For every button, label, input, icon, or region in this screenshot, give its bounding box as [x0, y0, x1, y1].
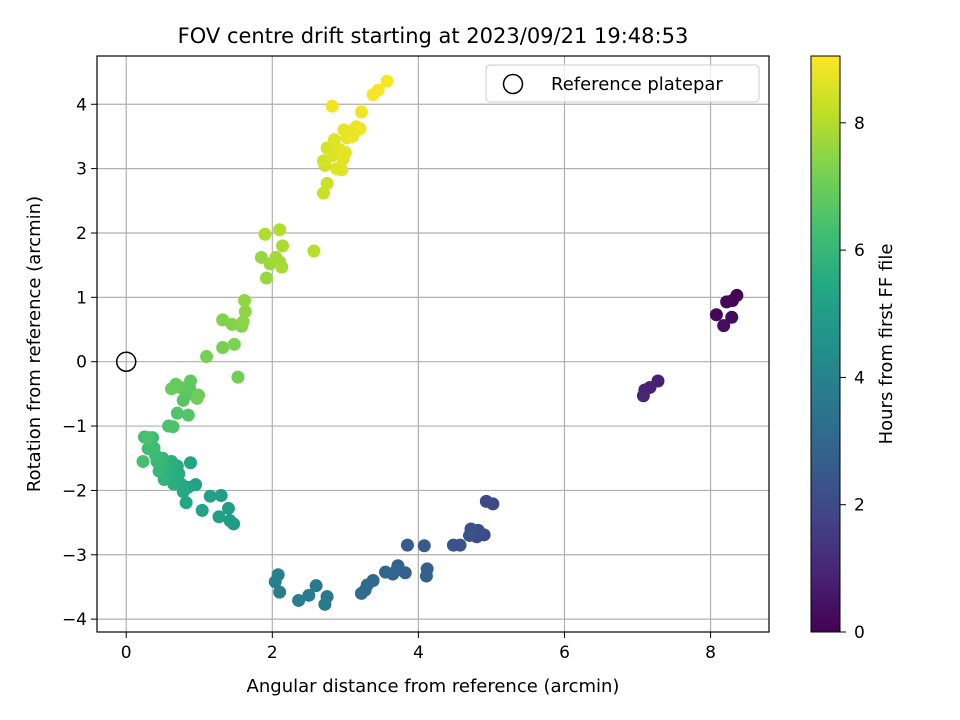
- y-tick-label: 3: [76, 160, 87, 180]
- colorbar-tick-label: 6: [854, 241, 865, 261]
- data-point: [183, 374, 197, 388]
- y-tick-label: 0: [76, 353, 87, 373]
- data-point: [463, 528, 477, 542]
- data-point: [354, 586, 368, 600]
- data-point: [216, 341, 230, 355]
- data-point: [302, 588, 316, 602]
- data-point: [181, 408, 195, 422]
- chart-title: FOV centre drift starting at 2023/09/21 …: [178, 24, 689, 48]
- grid: [97, 56, 769, 632]
- x-axis-label: Angular distance from reference (arcmin): [247, 676, 620, 697]
- data-point: [179, 496, 193, 510]
- data-point: [709, 308, 723, 322]
- colorbar-label: Hours from first FF file: [876, 244, 897, 445]
- data-point: [259, 271, 273, 285]
- data-point: [190, 391, 204, 405]
- data-point: [238, 294, 252, 308]
- data-point: [307, 244, 321, 258]
- y-tick-label: −2: [62, 481, 87, 501]
- y-tick-label: −1: [62, 417, 87, 437]
- data-point: [165, 382, 179, 396]
- y-axis-label: Rotation from reference (arcmin): [24, 196, 45, 492]
- data-point: [446, 538, 460, 552]
- x-tick-label: 0: [121, 643, 132, 663]
- data-point: [479, 494, 493, 508]
- data-point: [271, 568, 285, 582]
- colorbar: 0 2 4 6 8 Hours from first FF file: [810, 55, 897, 643]
- legend-marker: [502, 73, 524, 95]
- x-tick-label: 8: [705, 643, 716, 663]
- reference-marker: [115, 351, 137, 372]
- data-point: [141, 431, 155, 445]
- data-point: [141, 442, 155, 456]
- data-point: [417, 539, 431, 553]
- data-point: [327, 133, 341, 147]
- data-point: [338, 146, 352, 160]
- data-point: [183, 456, 197, 470]
- data-point: [273, 223, 287, 237]
- data-point: [309, 579, 323, 593]
- data-point: [195, 503, 209, 517]
- data-point: [353, 122, 367, 136]
- colorbar-tick-label: 8: [854, 114, 865, 134]
- reference-point: [115, 351, 137, 372]
- colorbar-tick-label: 0: [854, 623, 865, 643]
- y-tick-label: 2: [76, 224, 87, 244]
- data-point: [720, 295, 734, 309]
- data-point: [276, 239, 290, 253]
- data-point: [292, 593, 306, 607]
- y-axis-ticks: −4 −3 −2 −1 0 1 2 3 4: [62, 95, 97, 630]
- data-point: [273, 585, 287, 599]
- y-tick-label: 4: [76, 95, 87, 115]
- y-tick-label: −3: [62, 546, 87, 566]
- colorbar-ticks: 0 2 4 6 8: [840, 114, 865, 643]
- data-point: [636, 389, 650, 403]
- data-point: [258, 227, 272, 241]
- data-point: [236, 315, 250, 329]
- data-point: [214, 489, 228, 503]
- colorbar-tick-label: 4: [854, 368, 865, 388]
- colorbar-tick-label: 2: [854, 496, 865, 516]
- legend-label: Reference platepar: [551, 74, 723, 95]
- data-point: [212, 510, 226, 524]
- data-point: [275, 260, 289, 274]
- legend-box: [485, 64, 760, 103]
- data-point: [223, 514, 237, 528]
- data-point: [170, 406, 184, 420]
- data-point: [318, 597, 332, 611]
- data-points: [136, 74, 744, 611]
- data-point: [717, 319, 731, 333]
- data-point: [371, 83, 385, 97]
- data-point: [380, 74, 394, 88]
- data-point: [203, 489, 217, 503]
- data-point: [227, 337, 241, 351]
- plot-area: 0 2 4 6 8 −4 −3 −2 −1 0 1 2 3 4: [62, 55, 770, 663]
- data-point: [238, 304, 252, 318]
- data-point: [419, 569, 433, 583]
- x-tick-label: 4: [413, 643, 424, 663]
- data-point: [379, 565, 393, 579]
- data-point: [400, 538, 414, 552]
- data-point: [136, 454, 150, 468]
- data-point: [166, 420, 180, 434]
- x-tick-label: 2: [267, 643, 278, 663]
- legend: Reference platepar: [485, 64, 760, 103]
- data-point: [200, 350, 214, 364]
- plot-frame: [96, 55, 770, 633]
- data-point: [335, 163, 349, 177]
- x-axis-ticks: 0 2 4 6 8: [121, 632, 716, 663]
- y-tick-label: 1: [76, 288, 87, 308]
- data-point: [725, 310, 739, 324]
- colorbar-bar: [810, 55, 841, 633]
- x-tick-label: 6: [559, 643, 570, 663]
- data-point: [354, 105, 368, 119]
- data-point: [320, 176, 334, 190]
- data-point: [221, 501, 235, 515]
- data-point: [325, 99, 339, 113]
- data-point: [231, 370, 245, 384]
- y-tick-label: −4: [62, 610, 87, 630]
